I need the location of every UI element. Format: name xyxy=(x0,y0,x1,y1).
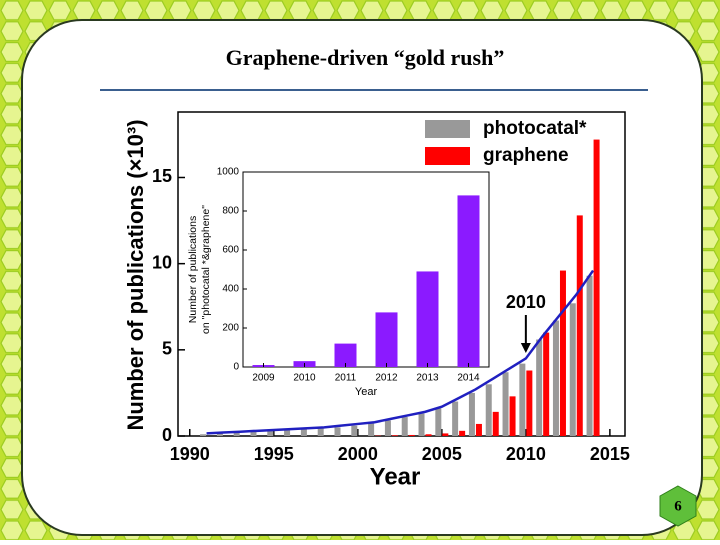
x-tick-label: 2000 xyxy=(338,444,378,464)
inset-bar xyxy=(376,312,398,367)
page-number: 6 xyxy=(674,498,682,514)
x-tick-label: 2015 xyxy=(590,444,630,464)
bar xyxy=(409,435,415,436)
inset-bar xyxy=(417,271,439,367)
inset-x-tick-label: 2009 xyxy=(252,373,275,384)
inset-y-tick-label: 0 xyxy=(233,362,239,373)
bar xyxy=(560,271,566,436)
inset-bar xyxy=(458,195,480,367)
bar xyxy=(435,408,441,436)
bar xyxy=(526,371,532,436)
bar xyxy=(469,393,475,436)
y-tick-label: 15 xyxy=(152,166,172,186)
bar xyxy=(536,339,542,436)
bar xyxy=(543,333,549,436)
bar xyxy=(368,423,374,436)
inset-y-tick-label: 800 xyxy=(222,206,239,217)
x-tick-label: 2010 xyxy=(506,444,546,464)
inset-x-axis-label: Year xyxy=(355,386,378,398)
bar xyxy=(519,364,525,436)
bar xyxy=(594,140,600,436)
y-tick-label: 10 xyxy=(152,252,172,272)
inset-y-tick-label: 400 xyxy=(222,284,239,295)
bar xyxy=(553,321,559,436)
x-tick-label: 1995 xyxy=(254,444,294,464)
bar xyxy=(503,372,509,436)
bar xyxy=(476,424,482,436)
bar xyxy=(570,303,576,436)
bar xyxy=(392,435,398,436)
bar xyxy=(442,433,448,436)
inset-x-tick-label: 2011 xyxy=(335,373,357,384)
inset-y-tick-label: 1000 xyxy=(217,167,240,178)
inset-y-axis-label: on "photocatal *&graphene" xyxy=(200,205,212,334)
inset-x-tick-label: 2014 xyxy=(457,373,480,384)
y-axis-label: Number of publications (×10³) xyxy=(123,119,148,430)
y-tick-label: 5 xyxy=(162,339,172,359)
inset-y-tick-label: 200 xyxy=(222,323,239,334)
legend-swatch xyxy=(425,120,470,138)
inset-y-tick-label: 600 xyxy=(222,245,239,256)
bar xyxy=(301,429,307,436)
bar xyxy=(200,434,206,436)
bar xyxy=(402,417,408,436)
x-tick-label: 1990 xyxy=(170,444,210,464)
annotation-text: 2010 xyxy=(506,292,546,312)
x-tick-label: 2005 xyxy=(422,444,462,464)
bar xyxy=(587,276,593,436)
slide-title: Graphene-driven “gold rush” xyxy=(226,45,505,70)
legend-swatch xyxy=(425,147,470,165)
bar xyxy=(577,215,583,436)
bar xyxy=(267,431,273,436)
inset-y-axis-label: Number of publications xyxy=(187,216,199,323)
inset-x-tick-label: 2013 xyxy=(416,373,439,384)
y-tick-label: 0 xyxy=(162,425,172,445)
legend-label: graphene xyxy=(483,145,569,166)
bar xyxy=(493,412,499,436)
x-axis-label: Year xyxy=(370,463,421,490)
bar xyxy=(510,396,516,436)
bar xyxy=(486,384,492,436)
bar xyxy=(426,434,432,436)
bar xyxy=(335,427,341,436)
bar xyxy=(284,430,290,436)
inset-x-tick-label: 2010 xyxy=(293,373,316,384)
inset-background xyxy=(243,172,489,367)
bar xyxy=(385,420,391,436)
inset-x-tick-label: 2012 xyxy=(375,373,398,384)
bar xyxy=(419,414,425,436)
legend-label: photocatal* xyxy=(483,118,587,139)
bar xyxy=(318,428,324,436)
bar xyxy=(459,431,465,436)
bar xyxy=(452,402,458,436)
bar xyxy=(351,426,357,436)
